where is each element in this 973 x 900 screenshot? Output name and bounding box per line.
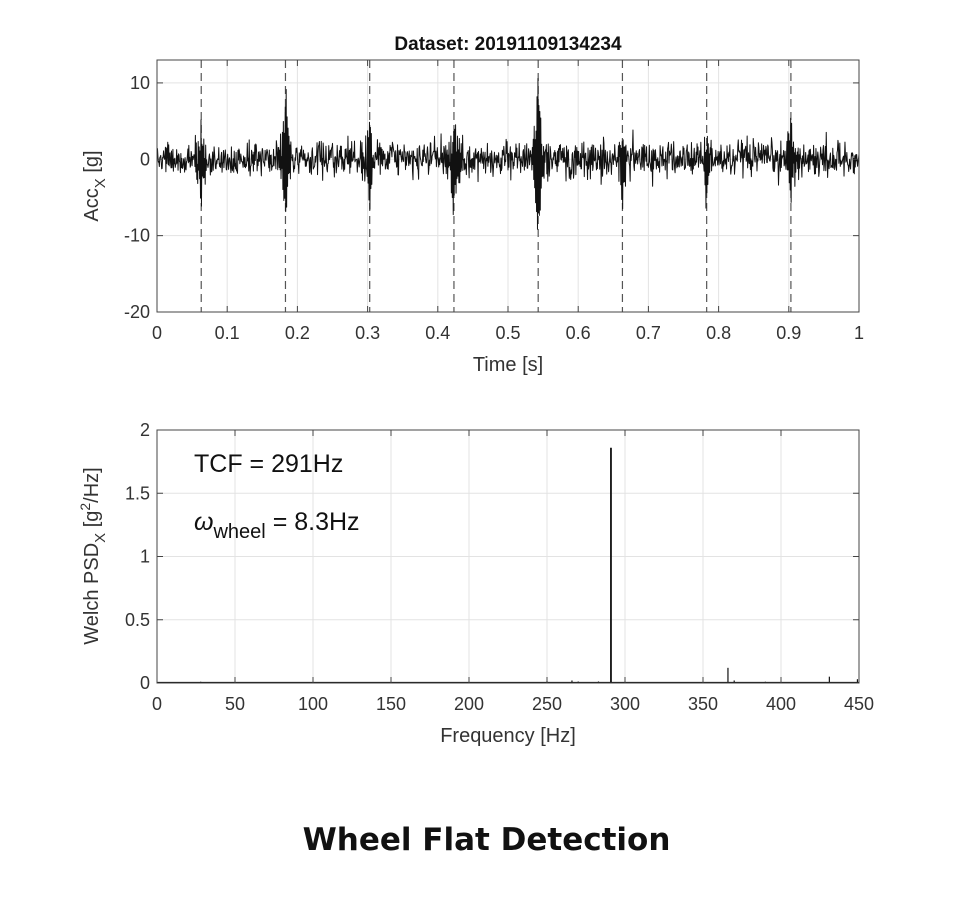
bottom-y-tick-label: 0.5 xyxy=(125,610,150,630)
top-y-label-unit: [g] xyxy=(81,150,103,178)
bottom-y-label-sub: X xyxy=(92,533,109,543)
bottom-y-axis-label: Welch PSDX [g2/Hz] xyxy=(77,467,109,645)
bottom-y-tick-label: 0 xyxy=(140,673,150,693)
top-period-markers xyxy=(200,60,792,312)
top-x-tick-label: 0 xyxy=(152,323,162,343)
bottom-x-axis-label: Frequency [Hz] xyxy=(440,725,576,747)
bottom-y-tick-label: 1.5 xyxy=(125,483,150,503)
bottom-x-tick-label: 150 xyxy=(376,694,406,714)
top-x-tick-label: 0.2 xyxy=(285,323,310,343)
bottom-x-tick-label: 300 xyxy=(610,694,640,714)
top-x-tick-label: 0.1 xyxy=(215,323,240,343)
top-x-tick-label: 0.4 xyxy=(425,323,450,343)
top-x-tick-label: 0.6 xyxy=(566,323,591,343)
bottom-ticks: 0 50 100 150 200 250 300 350 400 450 0 0.5 1 1.5 2 xyxy=(125,420,874,714)
bottom-y-tick-label: 1 xyxy=(140,547,150,567)
acceleration-chart: Dataset: 20191109134234 0 0.1 0.2 0.3 0.4 0.5… xyxy=(81,34,864,376)
bottom-x-tick-label: 100 xyxy=(298,694,328,714)
top-y-label-sub: X xyxy=(92,178,109,188)
top-chart-title: Dataset: 20191109134234 xyxy=(394,34,622,55)
top-ticks: 0 0.1 0.2 0.3 0.4 0.5 0.6 0.7 0.8 0.9 1 -20 -10 0 10 xyxy=(124,60,864,343)
figure-caption: Wheel Flat Detection xyxy=(302,822,671,858)
psd-peaks xyxy=(157,447,859,684)
top-y-tick-label: -10 xyxy=(124,226,150,246)
tcf-annotation: TCF = 291Hz xyxy=(194,450,343,478)
bottom-y-label-unit-close: /Hz] xyxy=(81,467,103,503)
bottom-y-label-main: Welch PSD xyxy=(81,543,103,645)
bottom-x-tick-label: 50 xyxy=(225,694,245,714)
top-x-tick-label: 0.5 xyxy=(495,323,520,343)
bottom-x-tick-label: 200 xyxy=(454,694,484,714)
top-y-axis-label: AccX [g] xyxy=(81,150,109,221)
bottom-x-tick-label: 350 xyxy=(688,694,718,714)
acceleration-signal xyxy=(156,78,860,230)
top-y-tick-label: 10 xyxy=(130,73,150,93)
top-x-tick-label: 0.8 xyxy=(706,323,731,343)
omega-symbol: ω xyxy=(194,508,213,536)
omega-value: = 8.3Hz xyxy=(266,508,360,536)
top-x-tick-label: 0.9 xyxy=(776,323,801,343)
bottom-y-label-unit-open: [g xyxy=(81,511,103,533)
top-x-tick-label: 1 xyxy=(854,323,864,343)
wheel-frequency-annotation: ωwheel = 8.3Hz xyxy=(194,508,360,543)
top-y-tick-label: 0 xyxy=(140,149,150,169)
top-x-tick-label: 0.7 xyxy=(636,323,661,343)
psd-chart: 0 50 100 150 200 250 300 350 400 450 0 0.5 1 1.5 2 TCF… xyxy=(77,420,874,747)
bottom-x-tick-label: 0 xyxy=(152,694,162,714)
bottom-y-tick-label: 2 xyxy=(140,420,150,440)
omega-subscript: wheel xyxy=(212,521,265,543)
top-y-tick-label: -20 xyxy=(124,302,150,322)
bottom-y-label-sup: 2 xyxy=(77,503,93,511)
top-x-tick-label: 0.3 xyxy=(355,323,380,343)
bottom-x-tick-label: 250 xyxy=(532,694,562,714)
top-y-label-main: Acc xyxy=(81,188,103,221)
top-x-axis-label: Time [s] xyxy=(473,354,543,376)
bottom-x-tick-label: 400 xyxy=(766,694,796,714)
bottom-x-tick-label: 450 xyxy=(844,694,874,714)
